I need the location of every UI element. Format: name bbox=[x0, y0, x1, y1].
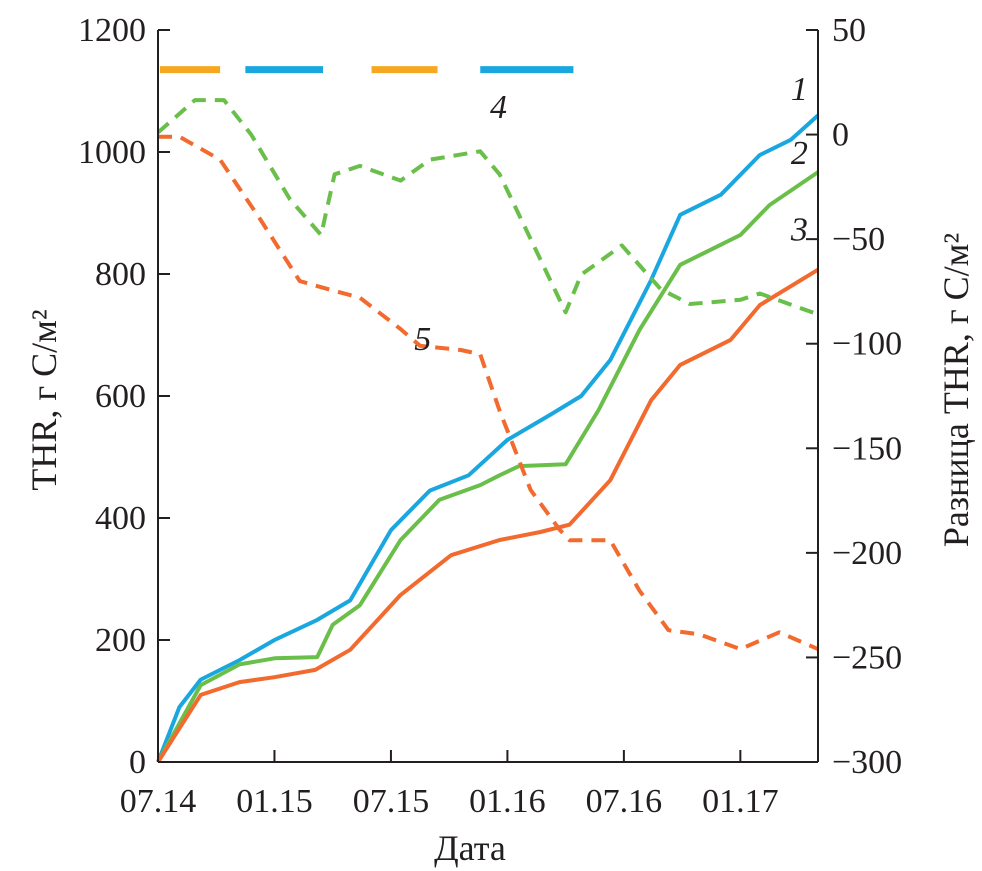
y-tick-label-right: −300 bbox=[832, 744, 902, 781]
x-axis-label: Дата bbox=[434, 828, 506, 868]
y-tick-label-right: −200 bbox=[832, 535, 902, 572]
x-tick-label: 01.15 bbox=[236, 783, 313, 820]
series-line-4 bbox=[156, 98, 819, 317]
y-tick-label-right: −150 bbox=[832, 430, 902, 467]
x-tick-label: 01.16 bbox=[469, 783, 546, 820]
y-tick-label-right: 50 bbox=[832, 12, 866, 49]
curve-label-2: 2 bbox=[791, 135, 808, 172]
series-line-5 bbox=[158, 134, 819, 652]
curve-label-3: 3 bbox=[790, 211, 808, 248]
series-line-3 bbox=[156, 267, 820, 764]
y-tick-label-left: 200 bbox=[95, 622, 146, 659]
y-tick-label-right: −50 bbox=[832, 221, 885, 258]
y-tick-label-left: 0 bbox=[129, 744, 146, 781]
y-axis-label-left: THR, г C/м² bbox=[24, 309, 64, 490]
x-tick-label: 07.14 bbox=[120, 783, 197, 820]
x-tick-label: 07.16 bbox=[586, 783, 663, 820]
axes: 07.14 01.15 07.15 01.16 07.16 01.17 0 200 400 600… bbox=[78, 12, 902, 820]
y-tick-label-left: 400 bbox=[95, 500, 146, 537]
curve-label-1: 1 bbox=[791, 71, 808, 108]
x-tick-label: 01.17 bbox=[702, 783, 779, 820]
curve-labels: 1 2 3 4 5 bbox=[414, 71, 808, 358]
y-tick-label-right: −250 bbox=[832, 639, 902, 676]
y-tick-label-left: 1200 bbox=[78, 12, 146, 49]
curve-label-5: 5 bbox=[414, 321, 431, 358]
y-tick-label-left: 1000 bbox=[78, 134, 146, 171]
series-lines bbox=[156, 98, 820, 764]
series-line-1 bbox=[156, 113, 820, 763]
series-line-2 bbox=[156, 170, 820, 763]
y-tick-label-right: −100 bbox=[832, 326, 902, 363]
curve-label-4: 4 bbox=[490, 89, 507, 126]
x-tick-label: 07.15 bbox=[353, 783, 430, 820]
y-tick-label-left: 800 bbox=[95, 256, 146, 293]
y-tick-label-left: 600 bbox=[95, 378, 146, 415]
y-tick-label-right: 0 bbox=[832, 117, 849, 154]
y-axis-label-right: Разница THR, г C/м² bbox=[936, 233, 976, 547]
